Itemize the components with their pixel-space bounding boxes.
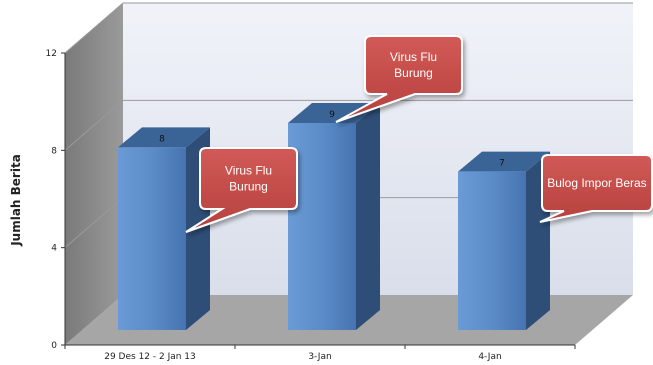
data-label: 9 (329, 110, 335, 120)
y-tick-label: 0 (51, 341, 57, 351)
callout-text: Bulog Impor Beras (547, 176, 646, 190)
bar-top (288, 103, 380, 123)
callout-text: Virus Flu (390, 50, 437, 64)
callout-text: Burung (394, 66, 433, 80)
callout-bubble (335, 35, 463, 123)
bar: 9 (288, 103, 380, 330)
y-tick-label: 12 (46, 49, 57, 59)
bar-top (458, 151, 550, 172)
y-tick-label: 8 (51, 146, 57, 156)
y-tick-label: 4 (51, 244, 57, 254)
bar: 7 (458, 151, 550, 330)
callout-text: Virus Flu (225, 164, 272, 178)
bar: 8 (118, 127, 210, 330)
data-label: 7 (499, 159, 505, 169)
callout: Virus Flu Burung (335, 35, 463, 123)
bar-front (288, 123, 356, 330)
x-tick-label: 4-Jan (478, 352, 501, 362)
x-tick-label: 3-Jan (308, 352, 331, 362)
gridline (64, 99, 633, 151)
callout: Bulog Impor Beras (539, 154, 653, 223)
bar-side (356, 103, 380, 330)
chart-side-wall (65, 3, 123, 345)
bar-front (458, 171, 526, 330)
callout-bubble (539, 154, 653, 223)
bar-top (118, 127, 210, 148)
x-tick-label: 29 Des 12 - 2 Jan 13 (104, 352, 196, 362)
bar-front (118, 147, 186, 330)
gridline (64, 2, 633, 54)
callout-bubble (185, 147, 298, 233)
callout: Virus Flu Burung (185, 147, 298, 233)
data-label: 8 (159, 134, 165, 144)
y-axis-label: Jumlah Berita (9, 154, 23, 247)
callout-text: Burung (229, 180, 268, 194)
